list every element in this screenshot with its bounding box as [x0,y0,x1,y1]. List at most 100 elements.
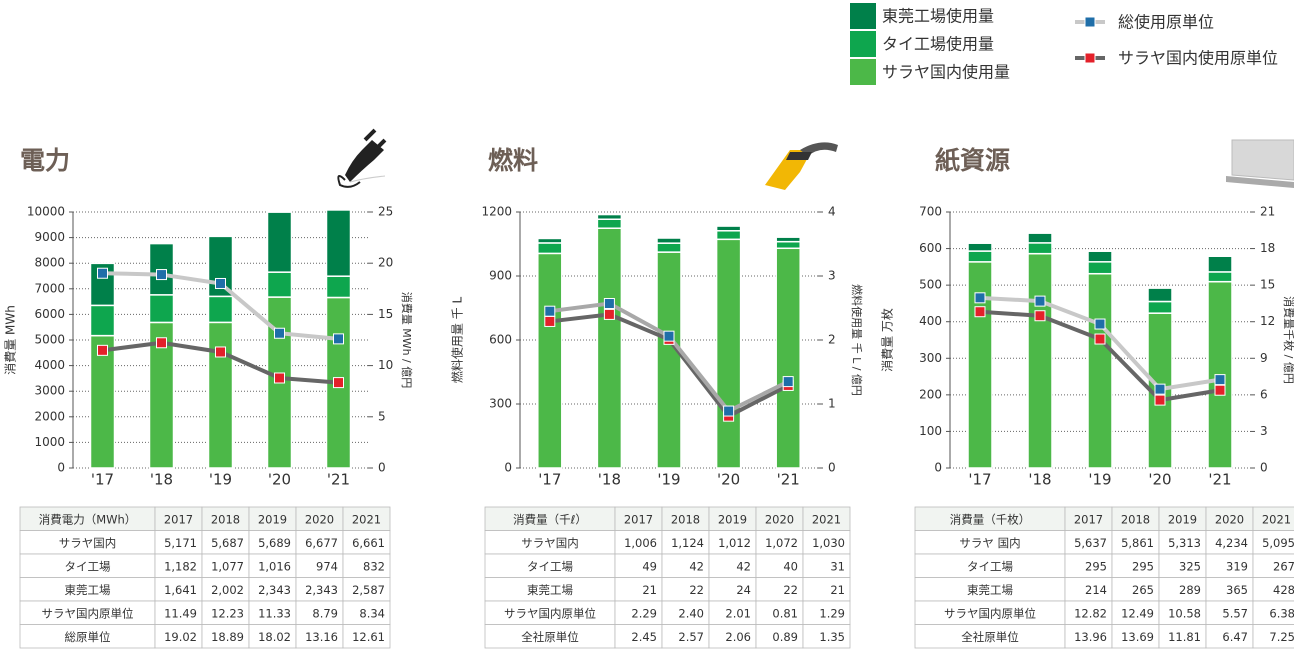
table-text: 5.57 [1222,606,1248,620]
table-text: サラヤ国内原単位 [504,606,596,620]
legend-swatch [850,3,876,29]
table-text: 8.34 [359,606,385,620]
table-cell [1252,624,1294,649]
table-text: 1,182 [164,559,197,573]
table-text: 東莞工場 [527,583,573,597]
table-header: 2021 [1262,512,1291,526]
bar-segment [537,252,563,469]
table-header: 2021 [812,512,841,526]
bar-segment [266,271,293,298]
table-header: 2018 [211,512,240,526]
table-text: 1,006 [624,536,657,550]
y-tick-label: 700 [919,205,942,219]
table-header: 消費量（千ℓ） [513,512,587,526]
y2-tick-label: 0 [378,461,386,475]
table-text: 1,012 [718,536,751,550]
chart-title: 電力 [20,146,70,175]
table-text: 31 [830,559,845,573]
table-text: 13.96 [1074,630,1107,644]
y2-axis-label: 消費量千枚 / 億円 [1282,296,1294,384]
line-marker [333,377,344,389]
x-tick-label: '20 [717,471,740,489]
table-text: 5,313 [1168,536,1201,550]
table-text: 2.45 [631,630,657,644]
table-text: 40 [783,559,798,573]
line-marker [603,308,615,320]
bar-segment [1027,252,1053,469]
table-text: 6.38 [1269,606,1294,620]
bar-segment [1087,261,1113,275]
table-text: 5,095 [1262,536,1294,550]
y-tick-label: 0 [934,461,942,475]
table-text: 6.47 [1222,630,1248,644]
table-cell [802,624,851,649]
bar-segment [89,334,116,469]
bar-segment [1147,300,1173,314]
table-text: サラヤ国内原単位 [944,606,1036,620]
y2-tick-label: 0 [828,461,836,475]
bar-segment [1027,232,1053,244]
line-marker [1034,310,1046,322]
table-text: 1,016 [258,559,291,573]
y-axis-label: 消費量 MWh [3,305,18,375]
table-text: 2,002 [211,583,244,597]
table-text: 5,171 [164,536,197,550]
table-header: 2019 [1168,512,1197,526]
y-tick-label: 6000 [34,307,65,321]
y-tick-label: 5000 [34,333,65,347]
line-marker [782,376,794,388]
table-text: 2,343 [258,583,291,597]
table-header: 2021 [352,512,381,526]
y2-tick-label: 6 [1260,387,1268,401]
y-tick-label: 200 [919,387,942,401]
bar-segment [207,321,234,469]
table-text: 265 [1132,583,1154,597]
y2-tick-label: 25 [378,205,393,219]
bar-segment [775,240,801,250]
line-marker [1154,383,1166,395]
y2-tick-label: 20 [378,256,393,270]
x-tick-label: '18 [1028,471,1051,489]
line-marker [333,333,344,345]
table-text: 8.79 [312,606,338,620]
table-text: 42 [736,559,751,573]
line-marker [1094,333,1106,345]
y2-tick-label: 2 [828,333,836,347]
line-marker [215,346,226,358]
bar-segment [775,247,801,469]
table-text: 5,861 [1121,536,1154,550]
line-marker [97,267,108,279]
y2-tick-label: 3 [1260,424,1268,438]
table-text: 12.49 [1121,606,1154,620]
table-text: 2.06 [725,630,751,644]
legend-label: サラヤ国内使用量 [882,63,1010,82]
table-text: 18.02 [258,630,291,644]
y-tick-label: 2000 [34,409,65,423]
table-text: 295 [1085,559,1107,573]
table-text: 5,687 [211,536,244,550]
bar-segment [656,242,682,253]
table-header: 消費電力（MWh） [39,512,137,526]
table-text: 12.82 [1074,606,1107,620]
table-text: 974 [316,559,338,573]
x-tick-label: '20 [1148,471,1171,489]
table-header: 消費量（千枚） [950,512,1031,526]
x-tick-label: '19 [657,471,680,489]
table-header: 2017 [164,512,193,526]
table-text: 2.40 [678,606,704,620]
table-text: 0.89 [772,630,798,644]
x-tick-label: '20 [268,471,291,489]
table-text: 2,343 [305,583,338,597]
y-tick-label: 300 [489,397,512,411]
bar-segment [1207,255,1233,273]
table-text: 19.02 [164,630,197,644]
x-tick-label: '17 [968,471,991,489]
legend-label: 東莞工場使用量 [882,7,994,26]
line-marker [156,269,167,281]
line-marker [603,298,615,310]
line-marker [274,372,285,384]
y-tick-label: 300 [919,351,942,365]
y2-tick-label: 21 [1260,205,1275,219]
bar-segment [967,250,993,263]
